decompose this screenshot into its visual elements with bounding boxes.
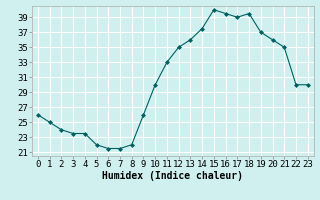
- X-axis label: Humidex (Indice chaleur): Humidex (Indice chaleur): [102, 171, 243, 181]
